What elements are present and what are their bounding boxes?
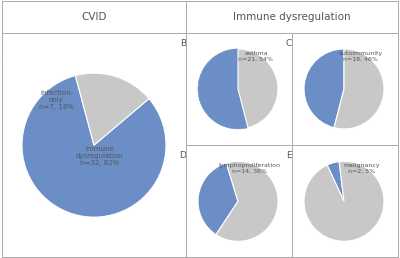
Text: lymphoproliferation
n=14, 36%: lymphoproliferation n=14, 36% — [218, 163, 280, 174]
Text: immune
dysregulation
n=32, 82%: immune dysregulation n=32, 82% — [76, 146, 124, 166]
Text: E: E — [286, 151, 292, 160]
Text: autoimmunity
n=18, 46%: autoimmunity n=18, 46% — [339, 51, 383, 62]
Text: infection-
only
n=7, 18%: infection- only n=7, 18% — [39, 91, 74, 110]
Text: B: B — [180, 39, 186, 48]
Text: malignancy
n=2, 5%: malignancy n=2, 5% — [344, 163, 380, 174]
Wedge shape — [75, 73, 149, 145]
Text: asthma
n=21, 54%: asthma n=21, 54% — [238, 51, 274, 62]
Wedge shape — [327, 162, 344, 201]
Text: CVID: CVID — [81, 12, 107, 22]
Wedge shape — [216, 161, 278, 241]
Wedge shape — [22, 76, 166, 217]
Wedge shape — [238, 49, 278, 128]
Text: C: C — [286, 39, 292, 48]
Text: D: D — [179, 151, 186, 160]
Wedge shape — [304, 49, 344, 128]
Text: Immune dysregulation: Immune dysregulation — [233, 12, 351, 22]
Wedge shape — [304, 161, 384, 241]
Wedge shape — [198, 49, 248, 129]
Wedge shape — [198, 163, 238, 235]
Wedge shape — [334, 49, 384, 129]
